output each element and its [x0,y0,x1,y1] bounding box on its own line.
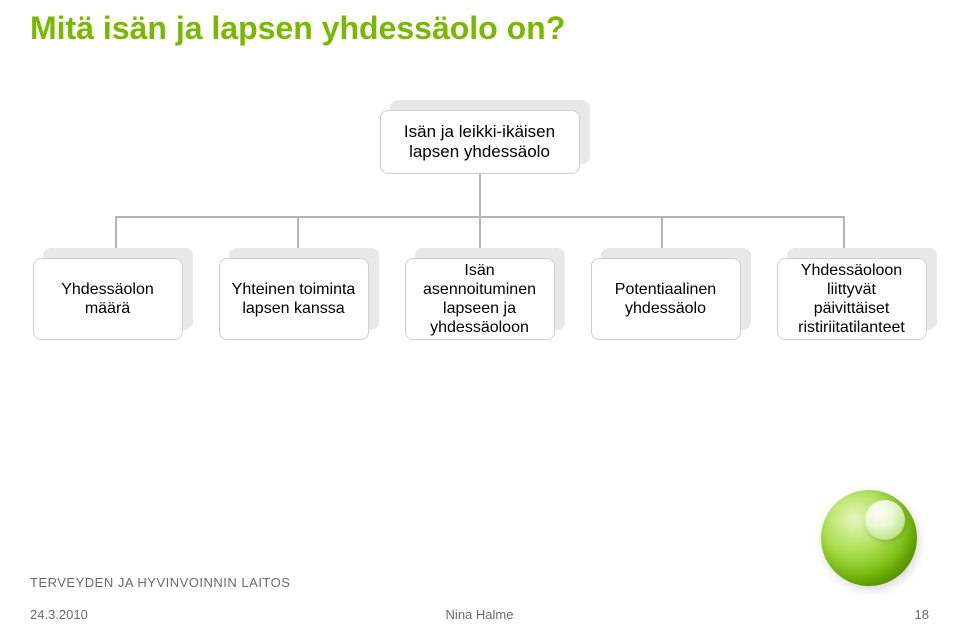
tree-diagram: Isän ja leikki-ikäisen lapsen yhdessäolo… [0,110,959,340]
children-row: Yhdessäolon määrä Yhteinen toiminta laps… [0,258,959,340]
page-title: Mitä isän ja lapsen yhdessäolo on? [30,10,565,47]
child-node: Yhdessäolon määrä [33,258,183,340]
child-node-label: Yhdessäoloon liittyvät päivittäiset rist… [777,258,927,340]
footer-date: 24.3.2010 [30,607,88,622]
institution-label: TERVEYDEN JA HYVINVOINNIN LAITOS [30,575,290,590]
child-node: Potentiaalinen yhdessäolo [591,258,741,340]
child-node: Yhteinen toiminta lapsen kanssa [219,258,369,340]
footer-author: Nina Halme [446,607,514,622]
child-node: Yhdessäoloon liittyvät päivittäiset rist… [777,258,927,340]
child-node: Isän asennoituminen lapseen ja yhdessäol… [405,258,555,340]
footer-pagenum: 18 [915,607,929,622]
child-node-label: Isän asennoituminen lapseen ja yhdessäol… [405,258,555,340]
connector [479,174,481,216]
root-node: Isän ja leikki-ikäisen lapsen yhdessäolo [380,110,580,174]
globe-logo-icon [821,490,917,586]
footer: TERVEYDEN JA HYVINVOINNIN LAITOS 24.3.20… [0,574,959,630]
child-node-label: Potentiaalinen yhdessäolo [591,258,741,340]
root-node-label: Isän ja leikki-ikäisen lapsen yhdessäolo [380,110,580,174]
child-node-label: Yhdessäolon määrä [33,258,183,340]
child-node-label: Yhteinen toiminta lapsen kanssa [219,258,369,340]
